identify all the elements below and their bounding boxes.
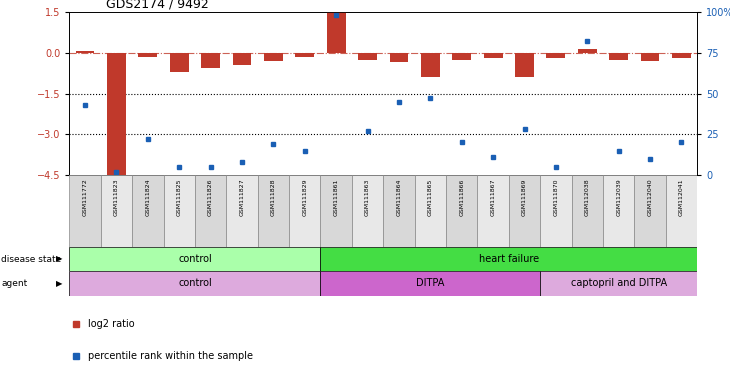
Bar (509, 175, 540, 247)
Text: GSM111863: GSM111863 (365, 179, 370, 216)
Text: GSM111870: GSM111870 (553, 179, 558, 216)
Bar (170, 53, 188, 72)
Bar (515, 53, 534, 77)
Text: GSM112040: GSM112040 (648, 179, 653, 216)
Bar (352, 175, 383, 247)
Text: GSM111861: GSM111861 (334, 179, 339, 216)
Text: GSM111829: GSM111829 (302, 179, 307, 216)
Text: ▶: ▶ (55, 255, 62, 263)
Bar (540, 271, 697, 296)
Text: GSM112039: GSM112039 (616, 179, 621, 216)
Bar (69, 271, 320, 296)
Bar (101, 175, 132, 247)
Text: ▶: ▶ (55, 279, 62, 288)
Bar (320, 175, 352, 247)
Text: GSM111772: GSM111772 (82, 179, 88, 216)
Bar (195, 175, 226, 247)
Text: GSM112041: GSM112041 (679, 179, 684, 216)
Bar (446, 175, 477, 247)
Bar (69, 175, 101, 247)
Text: agent: agent (1, 279, 28, 288)
Bar (603, 175, 634, 247)
Text: captopril and DITPA: captopril and DITPA (571, 278, 666, 288)
Bar (477, 175, 509, 247)
Bar (453, 53, 471, 60)
Text: GSM111864: GSM111864 (396, 179, 402, 216)
Bar (421, 53, 439, 77)
Bar (226, 175, 258, 247)
Bar (233, 53, 251, 65)
Bar (547, 53, 565, 58)
Bar (139, 53, 157, 57)
Text: GSM111825: GSM111825 (177, 179, 182, 216)
Bar (258, 175, 289, 247)
Bar (320, 271, 540, 296)
Text: GSM111828: GSM111828 (271, 179, 276, 216)
Text: GSM111823: GSM111823 (114, 179, 119, 216)
Text: GSM111865: GSM111865 (428, 179, 433, 216)
Text: GSM111826: GSM111826 (208, 179, 213, 216)
Text: GSM111827: GSM111827 (239, 179, 245, 216)
Bar (415, 175, 446, 247)
Text: heart failure: heart failure (479, 254, 539, 264)
Text: disease state: disease state (1, 255, 62, 263)
Text: GSM112038: GSM112038 (585, 179, 590, 216)
Text: control: control (178, 278, 212, 288)
Text: GDS2174 / 9492: GDS2174 / 9492 (106, 0, 209, 10)
Text: control: control (178, 254, 212, 264)
Bar (69, 247, 320, 271)
Text: GSM111824: GSM111824 (145, 179, 150, 216)
Bar (358, 53, 377, 60)
Text: GSM111869: GSM111869 (522, 179, 527, 216)
Bar (390, 53, 408, 62)
Bar (132, 175, 164, 247)
Bar (76, 51, 94, 53)
Bar (296, 53, 314, 57)
Bar (164, 175, 195, 247)
Bar (641, 53, 659, 61)
Bar (264, 53, 283, 61)
Text: GSM111866: GSM111866 (459, 179, 464, 216)
Bar (540, 175, 572, 247)
Bar (320, 247, 697, 271)
Bar (289, 175, 320, 247)
Text: percentile rank within the sample: percentile rank within the sample (88, 351, 253, 361)
Bar (383, 175, 415, 247)
Bar (327, 12, 345, 53)
Bar (578, 49, 596, 53)
Bar (672, 53, 691, 58)
Bar (610, 53, 628, 60)
Bar (484, 53, 502, 58)
Bar (572, 175, 603, 247)
Bar (107, 53, 126, 175)
Bar (634, 175, 666, 247)
Bar (666, 175, 697, 247)
Text: log2 ratio: log2 ratio (88, 319, 135, 329)
Text: GSM111867: GSM111867 (491, 179, 496, 216)
Bar (201, 53, 220, 68)
Text: DITPA: DITPA (416, 278, 445, 288)
